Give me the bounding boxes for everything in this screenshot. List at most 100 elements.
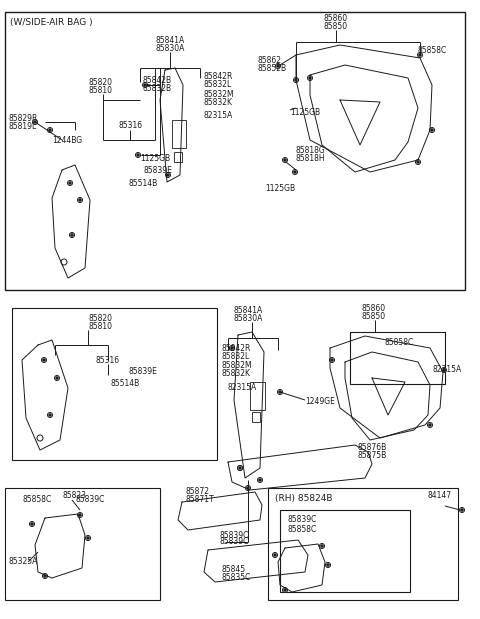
Text: 82315A: 82315A [433,365,462,374]
Circle shape [33,119,37,124]
Text: 85823: 85823 [62,491,86,501]
Circle shape [277,389,283,394]
Text: 85876B: 85876B [358,443,387,452]
Circle shape [48,412,52,417]
Circle shape [419,54,421,56]
Text: 85839C: 85839C [220,530,250,540]
Circle shape [166,173,170,178]
Text: 85850: 85850 [324,22,348,30]
Circle shape [284,159,286,161]
Text: (RH) 85824B: (RH) 85824B [275,493,333,503]
Circle shape [327,564,329,566]
Bar [174,152,182,162]
Circle shape [238,465,242,470]
Circle shape [43,573,48,579]
Text: 85832L: 85832L [204,79,232,89]
Text: 85860: 85860 [362,303,386,313]
Text: 85832K: 85832K [204,98,233,106]
Text: 85316: 85316 [95,355,119,365]
Text: 1125GB: 1125GB [140,154,170,163]
Text: 85818G: 85818G [295,145,325,155]
Circle shape [284,589,286,591]
Text: 85325A: 85325A [8,558,37,566]
Text: 85875B: 85875B [358,451,387,461]
Text: 85832M: 85832M [204,90,235,98]
Text: (W/SIDE-AIR BAG ): (W/SIDE-AIR BAG ) [10,17,93,27]
Bar [268,488,458,600]
Circle shape [294,171,296,173]
Circle shape [87,537,89,539]
Circle shape [167,174,169,176]
Text: 82315A: 82315A [228,383,257,391]
Bar [350,332,445,384]
Text: 85316: 85316 [118,121,142,129]
Circle shape [85,535,91,540]
Text: 85839C: 85839C [75,495,104,504]
Circle shape [41,358,47,363]
Text: 85845: 85845 [222,566,246,574]
Bar [5,488,160,600]
Text: 1125GB: 1125GB [290,108,320,116]
Circle shape [61,259,67,265]
Text: 85832B: 85832B [142,84,171,92]
Circle shape [71,234,73,236]
Text: 85832K: 85832K [222,370,251,378]
Circle shape [68,181,72,186]
Text: 85829R: 85829R [8,113,37,123]
Circle shape [321,545,323,547]
Circle shape [292,170,298,175]
Circle shape [245,485,251,490]
Text: 82315A: 82315A [204,111,233,119]
Text: 85810: 85810 [88,321,112,331]
Text: 85871T: 85871T [185,495,214,504]
Circle shape [308,76,312,80]
Circle shape [416,160,420,165]
Text: 85830A: 85830A [156,43,185,53]
Text: 85841A: 85841A [156,35,185,45]
Bar [5,12,465,290]
Circle shape [293,77,299,82]
Text: 85841A: 85841A [234,306,263,314]
Bar [280,510,410,592]
Circle shape [55,376,60,381]
Text: 85839C: 85839C [288,516,317,524]
Circle shape [49,129,51,131]
Circle shape [279,391,281,393]
Circle shape [320,543,324,548]
Bar [12,308,217,460]
Text: 85818H: 85818H [295,154,324,163]
Circle shape [417,161,419,163]
Bar [250,382,265,410]
Text: 85872: 85872 [185,488,209,496]
Circle shape [247,487,249,489]
Circle shape [137,154,139,156]
Circle shape [429,424,431,426]
Text: 85835C: 85835C [222,573,252,582]
Circle shape [428,423,432,428]
Text: 85850: 85850 [362,311,386,321]
Text: 85852B: 85852B [258,64,287,72]
Circle shape [461,509,463,511]
Circle shape [259,479,261,481]
Text: 1249GE: 1249GE [305,397,335,407]
Text: 85839C: 85839C [220,537,250,547]
Circle shape [274,554,276,556]
Text: 85858C: 85858C [385,337,414,347]
Circle shape [43,359,45,361]
Circle shape [238,465,242,470]
Circle shape [430,128,434,132]
Circle shape [144,84,146,86]
Circle shape [229,345,235,350]
Circle shape [257,477,263,482]
Text: 85514B: 85514B [110,378,139,387]
Circle shape [56,377,58,379]
Text: 85819L: 85819L [8,121,36,131]
Circle shape [239,467,241,469]
Text: 85858C: 85858C [22,495,51,504]
Circle shape [29,521,35,527]
Circle shape [231,347,233,349]
Text: 85832M: 85832M [222,361,252,371]
Circle shape [309,77,311,79]
Text: 85860: 85860 [324,14,348,22]
Circle shape [443,369,445,371]
